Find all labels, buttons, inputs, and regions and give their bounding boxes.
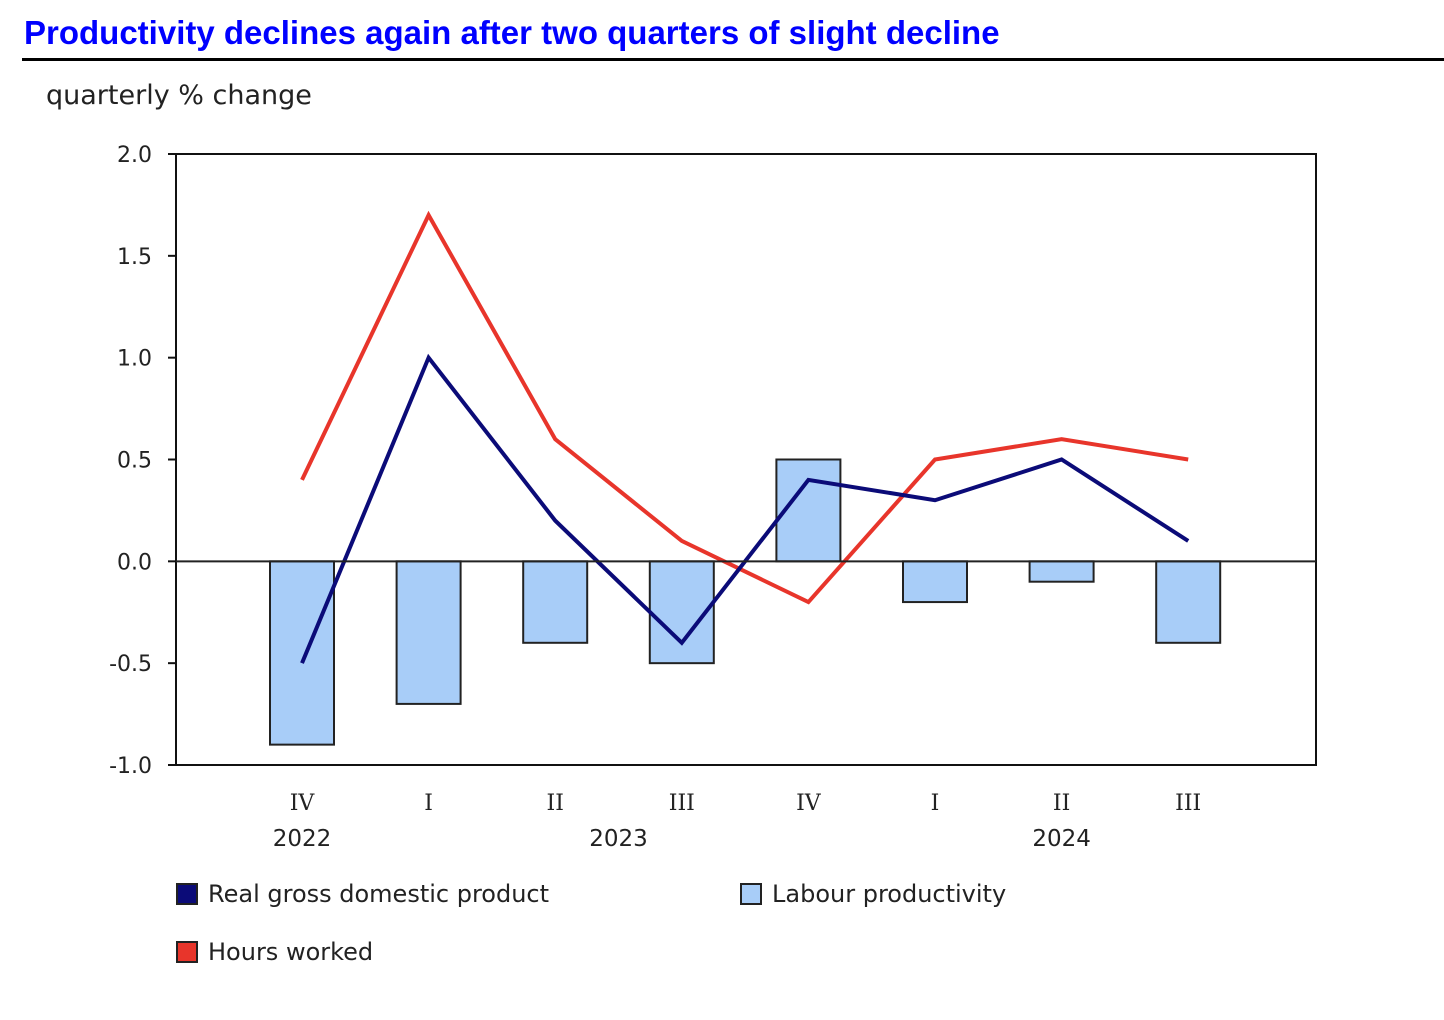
year-label-2022: 2022 (273, 826, 332, 852)
axes-layer (168, 153, 1317, 766)
bar-labour-productivity-6 (1028, 560, 1095, 583)
x-tick-label-1: I (424, 791, 433, 816)
y-tick-label-2: 1.0 (117, 347, 152, 372)
x-tick-label-0: IV (290, 791, 316, 816)
y-tick-label-4: 0.0 (117, 550, 152, 575)
x-tick-label-4: IV (796, 791, 822, 816)
labels-layer: 2.01.51.00.50.0-0.5-1.0IV I II III IV I II III2… (109, 143, 1201, 852)
x-tick-label-2: II (547, 791, 564, 816)
bars-layer (269, 458, 1222, 746)
bar-labour-productivity-7 (1155, 560, 1222, 644)
year-label-2024: 2024 (1032, 826, 1091, 852)
x-tick-label-5: I (931, 791, 940, 816)
chart-title: Productivity declines again after two qu… (24, 14, 1000, 51)
series-line-hours-worked (300, 210, 1189, 605)
x-tick-label-3: III (669, 791, 695, 816)
bar-labour-productivity-5 (902, 560, 968, 604)
y-axis-label: quarterly % change (46, 80, 312, 111)
title-rule (22, 58, 1444, 61)
x-tick-label-6: II (1053, 791, 1070, 816)
y-tick-label-5: -0.5 (109, 652, 152, 677)
x-tick-label-7: III (1175, 791, 1201, 816)
y-tick-label-1: 1.5 (117, 245, 152, 270)
y-tick-label-6: -1.0 (109, 754, 152, 779)
bar-labour-productivity-2 (522, 560, 589, 644)
bar-labour-productivity-1 (395, 560, 462, 705)
year-label-2023: 2023 (589, 826, 648, 852)
y-tick-label-3: 0.5 (117, 449, 152, 474)
plot-frame (175, 153, 1317, 766)
y-tick-label-0: 2.0 (117, 143, 152, 168)
bar-labour-productivity-0 (269, 560, 335, 746)
